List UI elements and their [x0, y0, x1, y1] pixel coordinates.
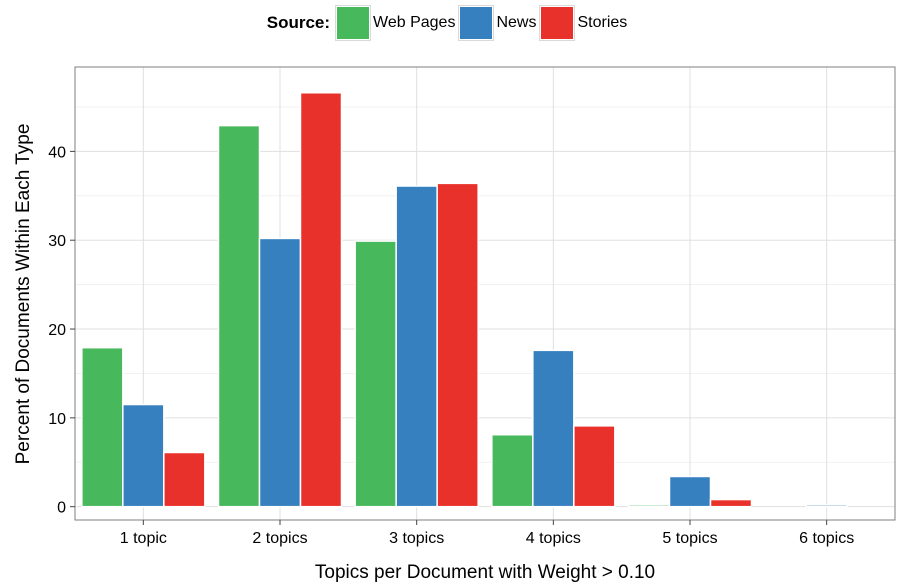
y-axis-title: Percent of Documents Within Each Type	[13, 124, 34, 465]
bar-layer	[81, 92, 848, 508]
axis-layer: 0 10 20 30 40 1 topic 2 topics 3 topics 4 topics…	[48, 144, 854, 547]
legend-label-stories: Stories	[577, 14, 628, 31]
bar-web-pages	[217, 124, 261, 508]
y-tick-label: 30	[48, 233, 66, 250]
bar-news	[122, 403, 165, 508]
y-tick-label: 10	[48, 411, 66, 428]
bar-news	[668, 475, 712, 508]
y-tick-label: 20	[48, 322, 66, 339]
legend-swatch-stories	[539, 5, 576, 41]
bar-web-pages	[491, 433, 534, 508]
bar-stories	[573, 425, 616, 508]
x-tick-label: 2 topics	[252, 530, 307, 547]
bar-stories	[436, 182, 479, 508]
bar-web-pages	[354, 240, 397, 508]
x-tick-label: 6 topics	[799, 530, 854, 547]
x-tick-label: 3 topics	[389, 530, 444, 547]
legend-swatch-web-pages	[335, 5, 372, 41]
bar-stories	[709, 498, 753, 508]
bar-web-pages	[81, 346, 124, 508]
y-tick-label: 0	[57, 500, 66, 517]
legend-item-stories: Stories	[539, 5, 629, 41]
bar-stories	[299, 92, 343, 508]
legend-title: Source:	[266, 13, 331, 32]
x-tick-label: 1 topic	[120, 530, 167, 547]
x-axis-title: Topics per Document with Weight > 0.10	[315, 562, 655, 583]
legend-item-web-pages: Web Pages	[335, 5, 457, 41]
bar-news	[805, 504, 848, 508]
y-tick-label: 40	[48, 144, 66, 161]
legend-item-news: News	[458, 5, 538, 41]
bar-news	[258, 237, 302, 508]
x-tick-label: 4 topics	[526, 530, 581, 547]
legend-label-web-pages: Web Pages	[373, 14, 456, 31]
legend-swatch-news	[458, 5, 495, 41]
bar-news	[532, 349, 575, 508]
bar-news	[395, 185, 438, 508]
panel-border	[74, 66, 896, 521]
x-tick-label: 5 topics	[662, 530, 717, 547]
legend-label-news: News	[496, 14, 537, 31]
bar-stories	[163, 451, 206, 508]
bar-web-pages	[627, 504, 671, 508]
legend: Source: Web Pages News Stories	[0, 5, 898, 41]
